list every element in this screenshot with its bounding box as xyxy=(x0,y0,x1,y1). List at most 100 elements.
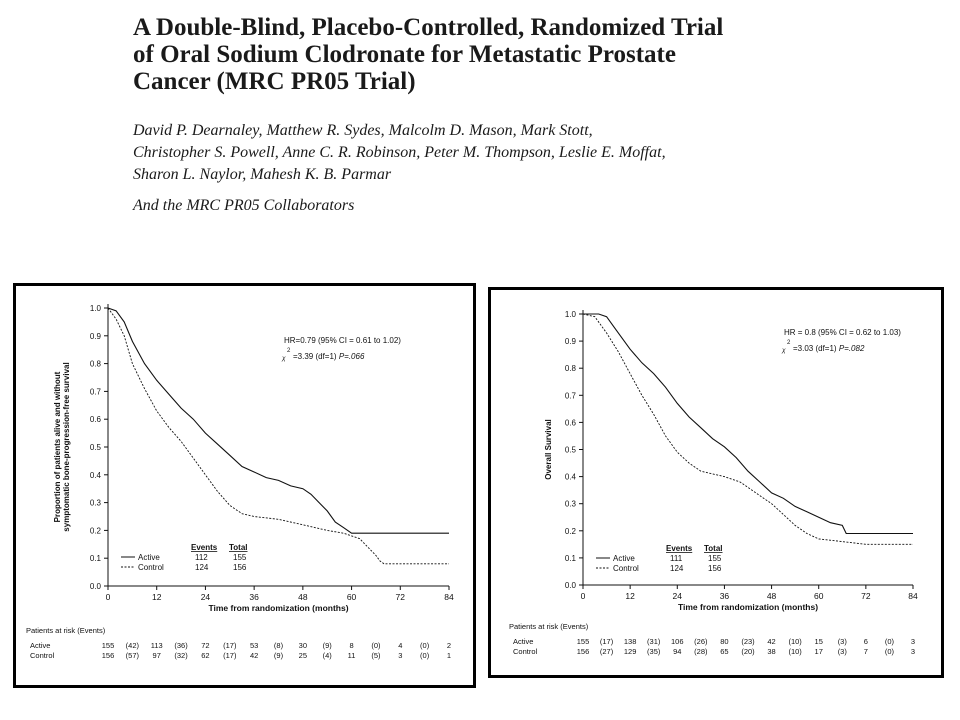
x-tick-label: 84 xyxy=(444,592,454,602)
legend-header-events: Events xyxy=(191,543,218,552)
x-tick-label: 60 xyxy=(814,591,824,601)
hazard-ratio-text: HR=0.79 (95% CI = 0.61 to 1.02) xyxy=(284,336,401,345)
risk-table-cell: (23) xyxy=(741,637,755,646)
x-axis-label: Time from randomization (months) xyxy=(678,602,818,612)
risk-table-cell: (10) xyxy=(788,637,802,646)
chi-square-symbol: χ xyxy=(781,347,786,354)
chi-square-value: =3.39 (df=1) xyxy=(293,352,339,361)
x-tick-label: 0 xyxy=(581,591,586,601)
km-chart-bone-progression: 0.00.10.20.30.40.50.60.70.80.91.00 12 24 36… xyxy=(26,304,454,660)
y-tick-label: 0.5 xyxy=(565,446,577,455)
x-tick-label: 84 xyxy=(908,591,918,601)
risk-table-cell: 6 xyxy=(864,637,868,646)
chi-square-value: =3.03 (df=1) xyxy=(793,344,839,353)
y-tick-label: 0.1 xyxy=(565,554,577,563)
risk-table-cell: (20) xyxy=(741,647,755,656)
risk-table-cell: (3) xyxy=(838,637,848,646)
title-line: Cancer (MRC PR05 Trial) xyxy=(133,68,416,95)
risk-table-cell: 129 xyxy=(624,647,637,656)
risk-table-cell: (57) xyxy=(126,651,140,660)
legend-total-active: 155 xyxy=(233,553,247,562)
y-axis-label-line: Proportion of patients alive and without xyxy=(53,371,62,522)
risk-table-cell: (0) xyxy=(885,647,895,656)
legend-header-total: Total xyxy=(704,544,723,553)
y-tick-label: 0.2 xyxy=(90,526,102,535)
risk-table-cell: 80 xyxy=(720,637,728,646)
legend-total-control: 156 xyxy=(708,564,722,573)
x-tick-label: 48 xyxy=(767,591,777,601)
y-tick-label: 0.8 xyxy=(565,364,577,373)
y-axis-label: Proportion of patients alive and without… xyxy=(53,362,71,531)
risk-table-cell: 97 xyxy=(153,651,161,660)
risk-table-cell: 4 xyxy=(398,641,402,650)
legend-events-control: 124 xyxy=(195,563,209,572)
author-list: David P. Dearnaley, Matthew R. Sydes, Ma… xyxy=(133,120,813,186)
risk-table-cell: (9) xyxy=(274,651,284,660)
risk-table-cell: (4) xyxy=(323,651,333,660)
collaborators-line: And the MRC PR05 Collaborators xyxy=(133,197,355,214)
risk-table-cell: (8) xyxy=(274,641,284,650)
y-tick-label: 0.2 xyxy=(565,527,577,536)
risk-table-cell: (32) xyxy=(174,651,188,660)
y-tick-label: 0.0 xyxy=(90,582,102,591)
risk-table-cell: 2 xyxy=(447,641,451,650)
risk-table-cell: 3 xyxy=(398,651,402,660)
risk-table-cell: 138 xyxy=(624,637,637,646)
y-tick-label: 1.0 xyxy=(565,310,577,319)
y-axis-label-line: symptomatic bone-progression-free surviv… xyxy=(62,362,71,531)
risk-table-cell: 106 xyxy=(671,637,684,646)
y-axis-label-line: Overall Survival xyxy=(544,419,553,479)
title-line: A Double-Blind, Placebo-Controlled, Rand… xyxy=(133,14,724,41)
y-tick-label: 1.0 xyxy=(90,304,102,313)
legend-label-control: Control xyxy=(613,564,639,573)
risk-table-cell: 42 xyxy=(767,637,775,646)
risk-table-cell: (0) xyxy=(371,641,381,650)
bone-progression-survival-panel: 0.0 0.1 0.2 0.3 0.4 0.5 0.6 0.7 0.8 0.9 1.0 0 12 24 36… xyxy=(13,283,476,688)
author-line: David P. Dearnaley, Matthew R. Sydes, Ma… xyxy=(133,122,593,139)
risk-table-cell: 65 xyxy=(720,647,728,656)
risk-row-label-active: Active xyxy=(513,637,533,646)
risk-table-cell: 8 xyxy=(349,641,353,650)
y-tick-label: 0.1 xyxy=(90,554,102,563)
legend-events-active: 111 xyxy=(670,554,683,563)
y-tick-label: 0.9 xyxy=(90,332,102,341)
legend-header-events: Events xyxy=(666,544,693,553)
risk-table-cell: 155 xyxy=(577,637,590,646)
risk-table-cell: 38 xyxy=(767,647,775,656)
risk-table-cell: 113 xyxy=(151,641,163,650)
y-tick-label: 0.7 xyxy=(90,387,102,396)
y-tick-label: 0.4 xyxy=(565,473,577,482)
risk-table-cell: (3) xyxy=(838,647,848,656)
risk-table-title: Patients at risk (Events) xyxy=(26,626,106,635)
x-tick-label: 72 xyxy=(396,592,406,602)
risk-table-cell: 94 xyxy=(673,647,681,656)
risk-table-cell: (31) xyxy=(647,637,661,646)
x-tick-label: 72 xyxy=(861,591,871,601)
y-tick-label: 0.7 xyxy=(565,391,577,400)
risk-table-cell: (0) xyxy=(420,651,430,660)
risk-table-cell: 3 xyxy=(911,647,915,656)
author-line: Sharon L. Naylor, Mahesh K. B. Parmar xyxy=(133,166,392,183)
chi-square-text: =3.03 (df=1) P=.082 xyxy=(793,344,865,353)
risk-table-cell: (26) xyxy=(694,637,708,646)
y-tick-label: 0.6 xyxy=(90,415,102,424)
risk-table-cell: (0) xyxy=(420,641,430,650)
risk-table-cell: 25 xyxy=(299,651,307,660)
x-tick-label: 12 xyxy=(152,592,162,602)
survival-curve-control xyxy=(582,313,913,545)
risk-table-cell: 15 xyxy=(815,637,823,646)
x-tick-label: 0 xyxy=(106,592,111,602)
risk-table-cell: 7 xyxy=(864,647,868,656)
y-tick-label: 0.4 xyxy=(90,471,102,480)
km-chart-overall-survival: 0.00.10.20.30.40.50.60.70.80.91.00 12 24 36… xyxy=(509,310,918,656)
x-tick-label: 48 xyxy=(298,592,308,602)
risk-table-cell: 1 xyxy=(447,651,451,660)
risk-table-cell: (27) xyxy=(600,647,614,656)
x-tick-label: 36 xyxy=(249,592,259,602)
legend-label-control: Control xyxy=(138,563,164,572)
y-tick-label: 0.3 xyxy=(565,500,577,509)
y-tick-label: 0.3 xyxy=(90,499,102,508)
risk-table-cell: 156 xyxy=(102,651,115,660)
risk-table-cell: (17) xyxy=(223,651,237,660)
legend-events-active: 112 xyxy=(195,553,208,562)
